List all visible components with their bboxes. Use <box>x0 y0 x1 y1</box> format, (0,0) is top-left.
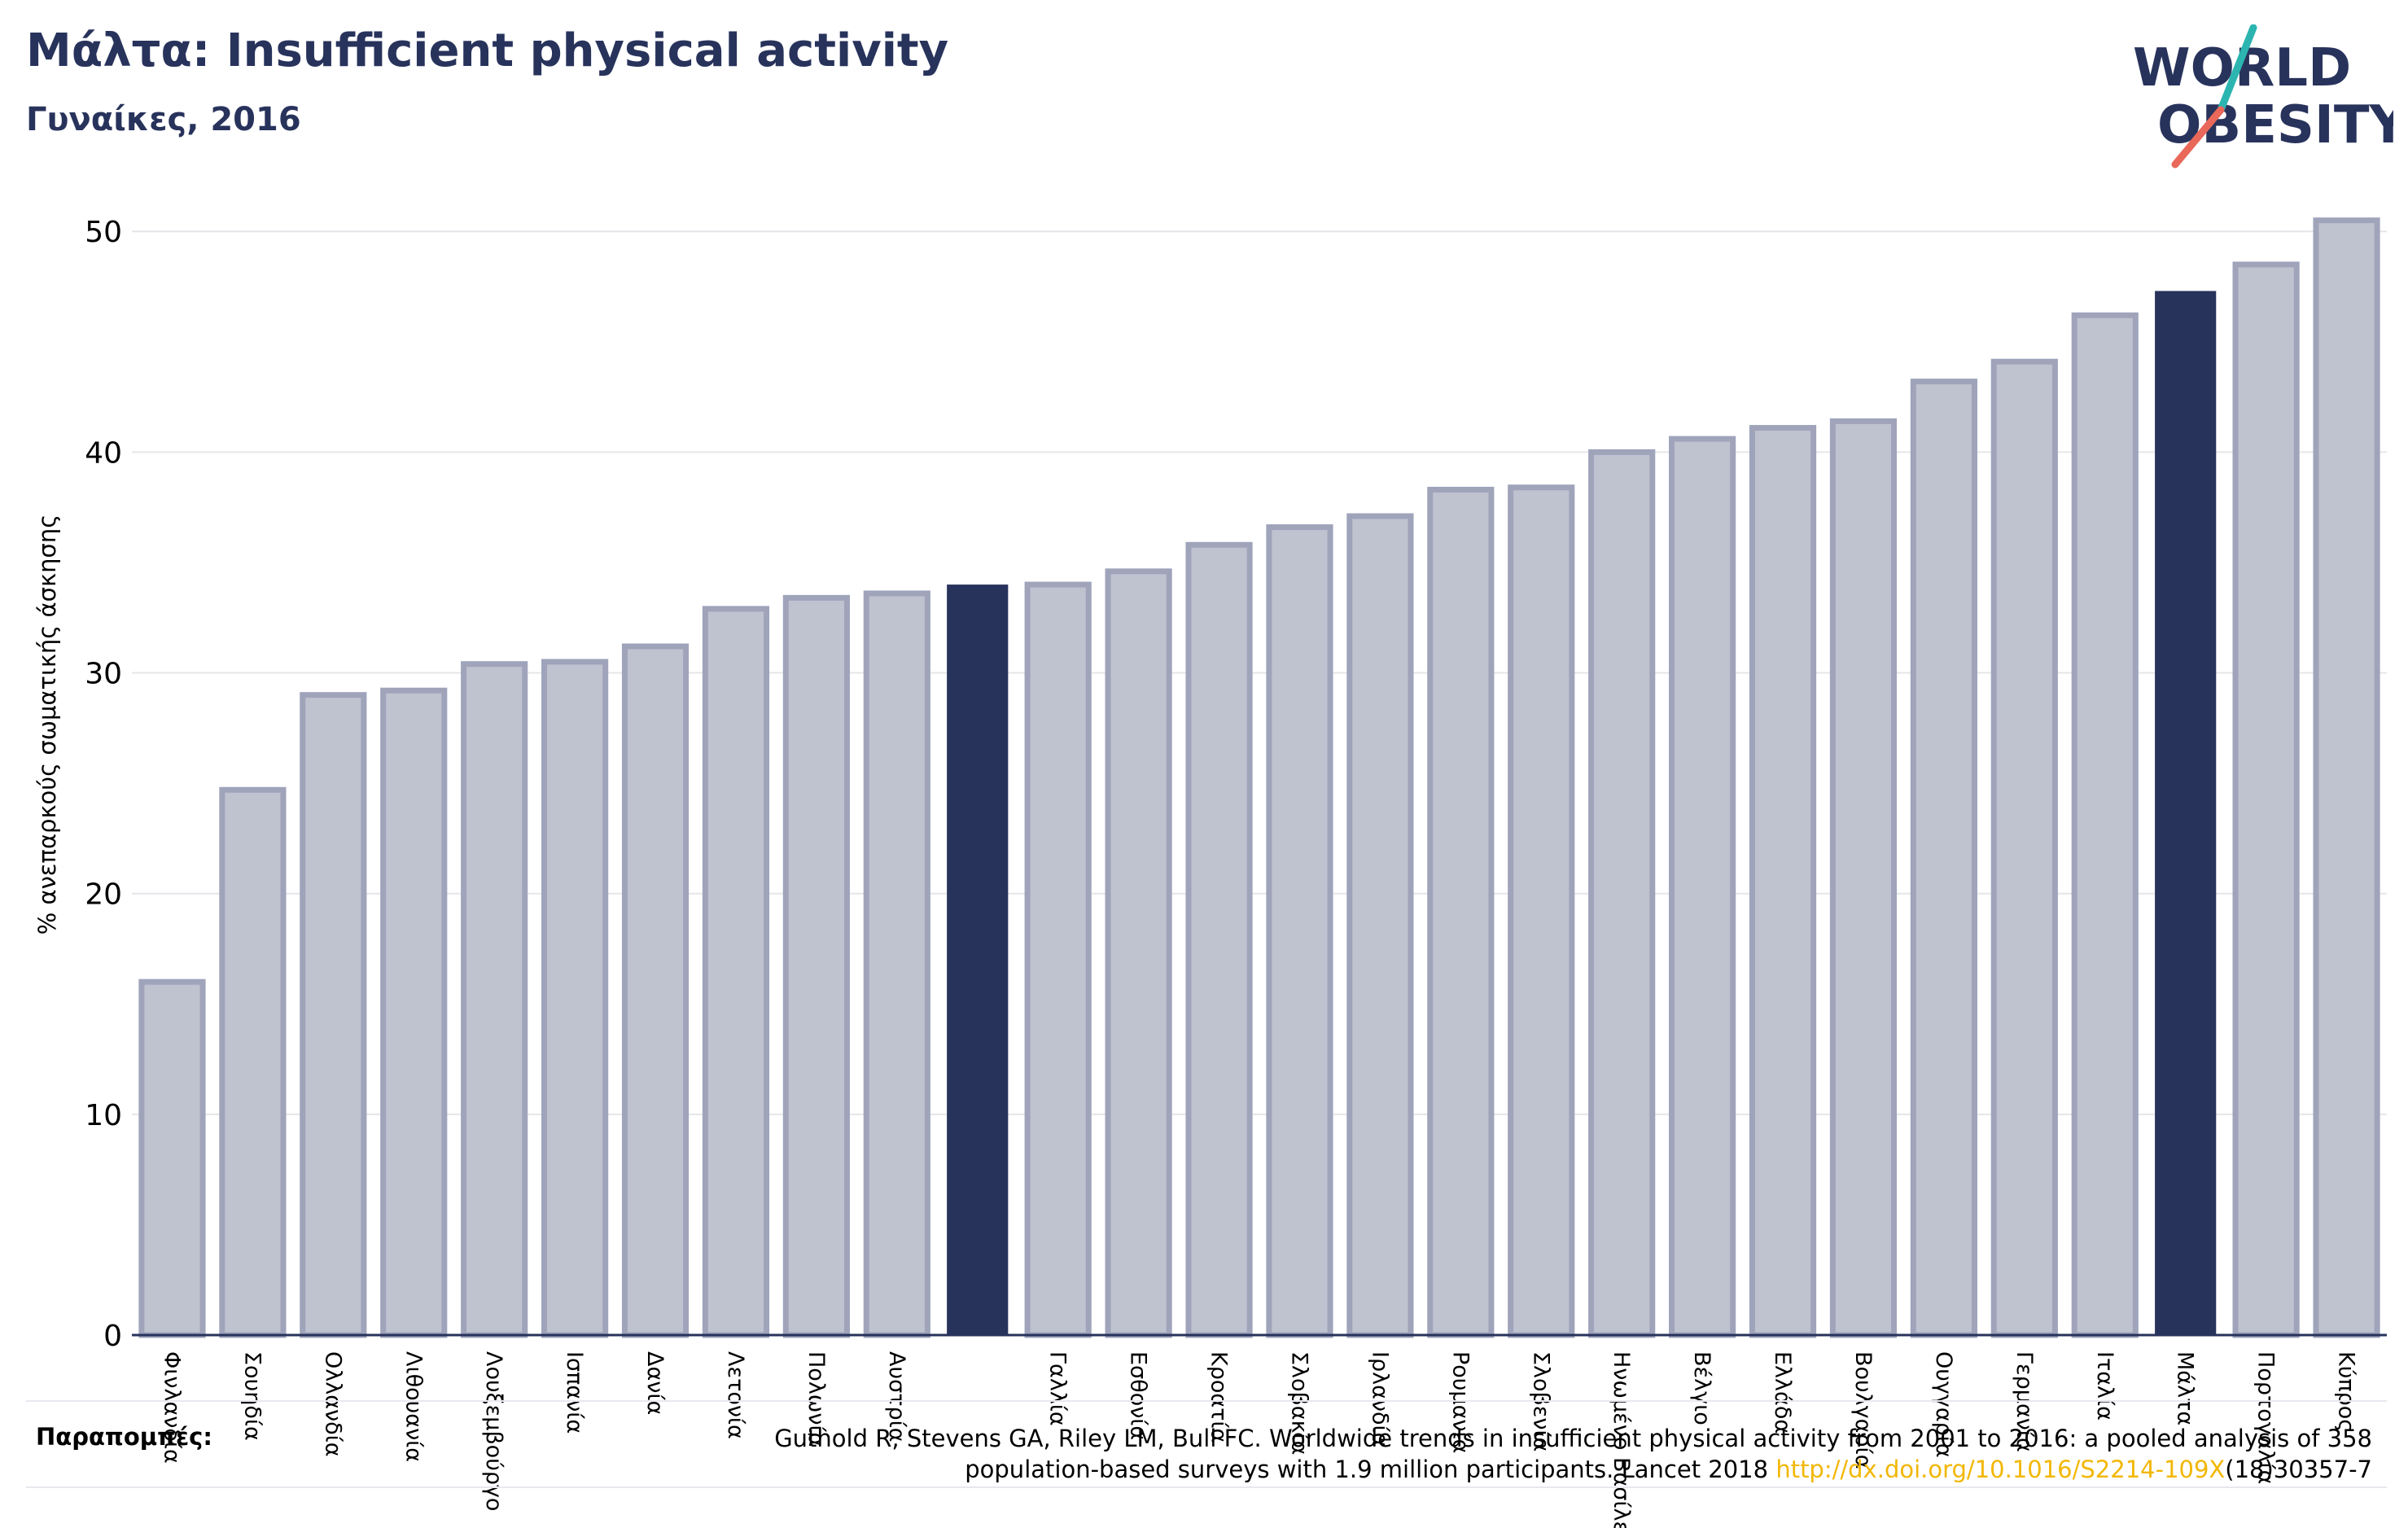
bar-8 <box>782 594 850 1338</box>
world-obesity-logo: WORLD OBESITY <box>2133 24 2393 169</box>
x-tick-label-16: Ρουμανία <box>1447 1351 1473 1453</box>
bar-18 <box>1588 449 1656 1338</box>
x-tick-label-24: Ιταλία <box>2092 1351 2117 1421</box>
logo-slash-coral <box>2171 106 2225 169</box>
bar-7 <box>702 606 770 1338</box>
x-tick-label-19: Βέλγιο <box>1689 1351 1714 1425</box>
y-axis-label: % ανεπαρκούς σωματικής άσκησης <box>33 514 61 935</box>
x-tick-label-25: Μάλτα <box>2173 1351 2198 1425</box>
x-tick-label-5: Ισπανία <box>562 1351 587 1434</box>
bar-6 <box>621 643 690 1338</box>
x-tick-label-14: Σλοβακία <box>1286 1351 1311 1455</box>
bar-13 <box>1185 541 1253 1338</box>
bar-5 <box>541 659 609 1338</box>
reference-divider-bottom <box>26 1486 2387 1488</box>
chart-subtitle: Γυναίκες, 2016 <box>26 101 301 138</box>
x-tick-label-11: Γαλλία <box>1045 1351 1070 1426</box>
x-tick-label-27: Κύπρος <box>2334 1351 2359 1432</box>
x-tick-label-7: Λετονία <box>723 1351 748 1439</box>
x-tick-label-6: Δανία <box>642 1351 668 1415</box>
x-tick-label-1: Σουηδία <box>239 1351 265 1441</box>
references-text: Guthold R, Stevens GA, Riley LM, Bull FC… <box>663 1423 2372 1485</box>
y-tick-label-40: 40 <box>85 436 122 470</box>
bar-11 <box>1024 581 1092 1338</box>
x-tick-label-2: Ολλανδία <box>320 1351 345 1457</box>
bars <box>138 217 2380 1338</box>
y-tick-label-20: 20 <box>85 878 122 912</box>
y-tick-label-0: 0 <box>103 1320 122 1353</box>
bar-27 <box>2313 217 2380 1338</box>
bar-1 <box>219 786 287 1338</box>
bar-25 <box>2155 291 2217 1335</box>
bar-23 <box>1990 358 2058 1338</box>
reference-line-2-suffix: (18)30357-7 <box>2225 1456 2372 1483</box>
references-label: Παραπομπές: <box>36 1423 212 1451</box>
bar-16 <box>1427 486 1495 1338</box>
bar-26 <box>2232 261 2300 1338</box>
bar-21 <box>1829 418 1898 1338</box>
bar-19 <box>1669 436 1736 1338</box>
x-tick-label-21: Βουλγαρία <box>1850 1351 1876 1469</box>
x-tick-label-0: Φινλανδία <box>159 1351 184 1464</box>
bar-4 <box>461 661 528 1338</box>
chart-title: Μάλτα: Insufficient physical activity <box>26 24 949 77</box>
bar-0 <box>138 979 206 1338</box>
x-tick-label-20: Ελλάδα <box>1770 1351 1795 1434</box>
bar-22 <box>1910 379 1977 1338</box>
x-tick-label-3: Λιθουανία <box>401 1351 426 1462</box>
bar-12 <box>1105 568 1172 1338</box>
reference-line-2-prefix: population-based surveys with 1.9 millio… <box>965 1456 1776 1483</box>
x-tick-label-18: Ηνωμένο Βασίλειο <box>1609 1351 1634 1528</box>
x-tick-label-8: Πολωνία <box>803 1351 829 1447</box>
bar-10 <box>947 584 1009 1335</box>
y-tick-label-10: 10 <box>85 1099 122 1132</box>
x-tick-label-4: Λουξεμβούργο <box>481 1351 506 1511</box>
x-tick-label-9: Αυστρία <box>884 1351 909 1443</box>
reference-line-2: population-based surveys with 1.9 millio… <box>663 1454 2372 1485</box>
bar-2 <box>300 692 367 1338</box>
x-tick-label-22: Ουγγαρία <box>1931 1351 1956 1458</box>
x-tick-label-13: Κροατία <box>1206 1351 1232 1443</box>
logo-slash-teal <box>2217 24 2257 114</box>
reference-divider-top <box>26 1400 2387 1402</box>
bar-17 <box>1508 484 1575 1338</box>
logo-word-obesity: OBESITY <box>2157 95 2393 155</box>
y-tick-label-50: 50 <box>85 216 122 249</box>
bar-14 <box>1266 524 1333 1338</box>
bar-9 <box>863 590 930 1338</box>
x-tick-label-12: Εσθονία <box>1126 1351 1151 1440</box>
doi-link[interactable]: http://dx.doi.org/10.1016/S2214-109X <box>1775 1456 2226 1483</box>
x-tick-label-26: Πορτογαλία <box>2253 1351 2279 1484</box>
bar-20 <box>1749 425 1817 1338</box>
bar-15 <box>1346 513 1414 1338</box>
x-tick-label-15: Ιρλανδία <box>1367 1351 1392 1447</box>
bar-3 <box>380 687 448 1338</box>
reference-line-1: Guthold R, Stevens GA, Riley LM, Bull FC… <box>774 1425 2372 1452</box>
bar-24 <box>2071 312 2139 1338</box>
axes: 0 10 20 30 40 50 <box>85 216 2387 1353</box>
y-tick-label-30: 30 <box>85 658 122 691</box>
